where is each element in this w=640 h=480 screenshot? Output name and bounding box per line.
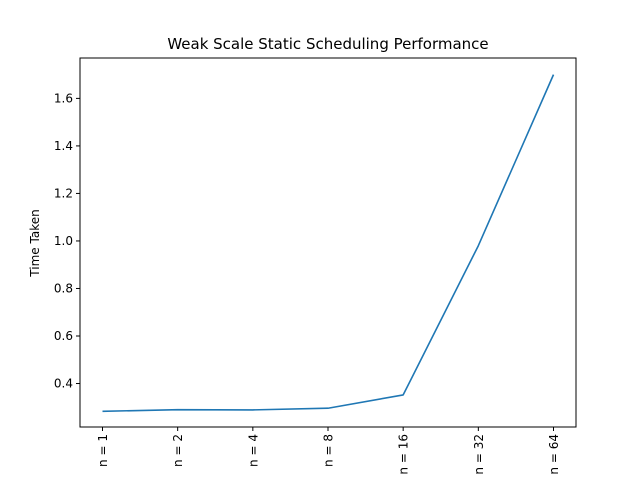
y-axis-label: Time Taken xyxy=(28,209,42,277)
plot-area: 0.4 0.6 0.8 1.0 1.2 1.4 1.6 n = 1 n = 2 n = 4 n = … xyxy=(54,57,577,475)
y-tick-label: 1.4 xyxy=(54,139,73,153)
y-tick-label: 1.0 xyxy=(54,234,73,248)
x-tick-label: n = 64 xyxy=(547,434,561,475)
series-line xyxy=(102,74,555,413)
x-tick-label: n = 2 xyxy=(171,434,185,467)
y-tick-label: 0.8 xyxy=(54,281,73,295)
x-tick-label: n = 8 xyxy=(322,434,336,467)
chart-title: Weak Scale Static Scheduling Performance xyxy=(167,35,488,53)
x-tick-label: n = 1 xyxy=(96,434,110,467)
x-tick-label: n = 32 xyxy=(472,434,486,475)
y-tick-label: 1.6 xyxy=(54,91,73,105)
y-tick-label: 1.2 xyxy=(54,186,73,200)
y-tick-label: 0.4 xyxy=(54,377,73,391)
y-tick-label: 0.6 xyxy=(54,329,73,343)
x-tick-label: n = 16 xyxy=(397,434,411,475)
x-tick-label: n = 4 xyxy=(246,434,260,467)
plot-frame xyxy=(79,57,577,428)
